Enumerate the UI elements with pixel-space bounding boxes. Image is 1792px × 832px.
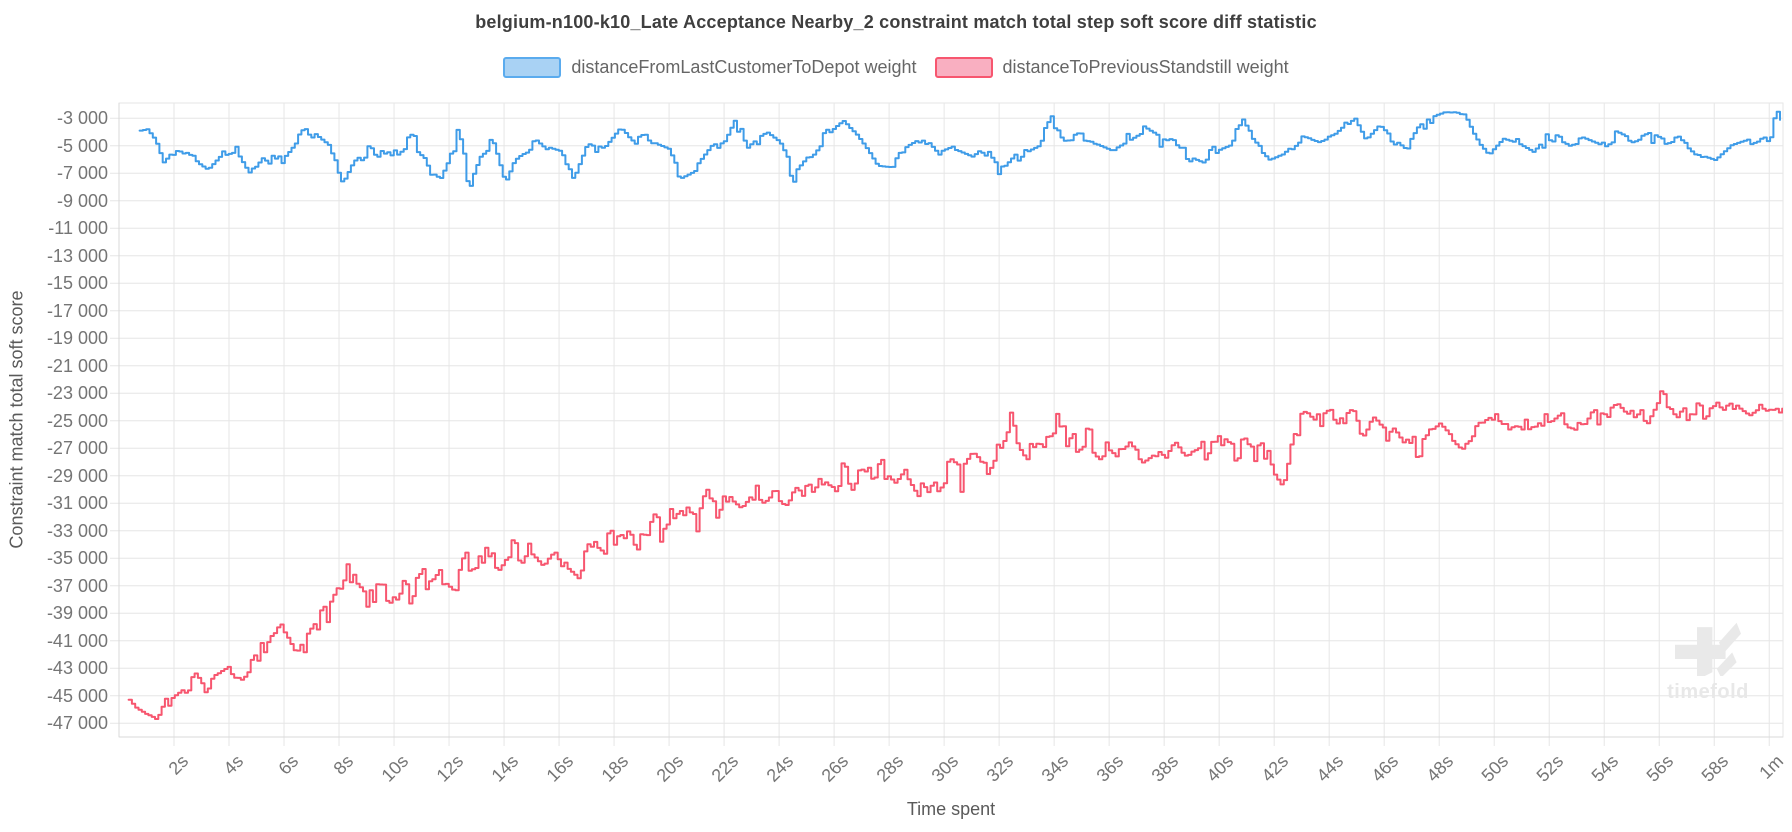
watermark: timefold [1648,620,1768,704]
y-tick-label: -19 000 [46,328,108,349]
y-tick-label: -15 000 [46,273,108,294]
y-axis-title: Constraint match total soft score [6,290,27,549]
y-tick-label: -9 000 [56,190,108,211]
y-tick-label: -45 000 [46,685,108,706]
legend-swatch-icon [503,57,562,78]
y-tick-label: -5 000 [56,135,108,156]
legend: distanceFromLastCustomerToDepot weight di… [0,57,1792,78]
legend-item-label: distanceToPreviousStandstill weight [1002,57,1289,77]
y-tick-label: -39 000 [46,603,108,624]
y-tick-label: -37 000 [46,575,108,596]
series-line-1 [127,390,1783,720]
legend-item-0[interactable]: distanceFromLastCustomerToDepot weight [503,57,917,78]
y-tick-label: -43 000 [46,658,108,679]
legend-swatch-icon [934,57,993,78]
chart-title: belgium-n100-k10_Late Acceptance Nearby_… [475,12,1317,32]
plot-border [118,102,1784,738]
y-tick-label: -25 000 [46,410,108,431]
y-tick-label: -13 000 [46,245,108,266]
y-tick-label: -27 000 [46,438,108,459]
y-tick-label: -33 000 [46,520,108,541]
y-tick-label: -21 000 [46,355,108,376]
y-tick-label: -31 000 [46,493,108,514]
y-tick-label: -47 000 [46,713,108,734]
y-tick-label: -41 000 [46,630,108,651]
y-tick-label: -7 000 [56,163,108,184]
y-tick-label: -11 000 [48,218,108,239]
y-tick-label: -3 000 [56,108,108,129]
y-tick-label: -23 000 [46,383,108,404]
legend-item-label: distanceFromLastCustomerToDepot weight [571,57,917,77]
legend-item-1[interactable]: distanceToPreviousStandstill weight [934,57,1289,78]
y-tick-label: -29 000 [46,465,108,486]
series-line-0 [138,110,1781,187]
watermark-text: timefold [1667,681,1749,703]
y-tick-label: -17 000 [46,300,108,321]
y-tick-label: -35 000 [46,548,108,569]
timefold-logo-icon [1675,622,1741,676]
x-axis-title: Time spent [906,799,996,819]
